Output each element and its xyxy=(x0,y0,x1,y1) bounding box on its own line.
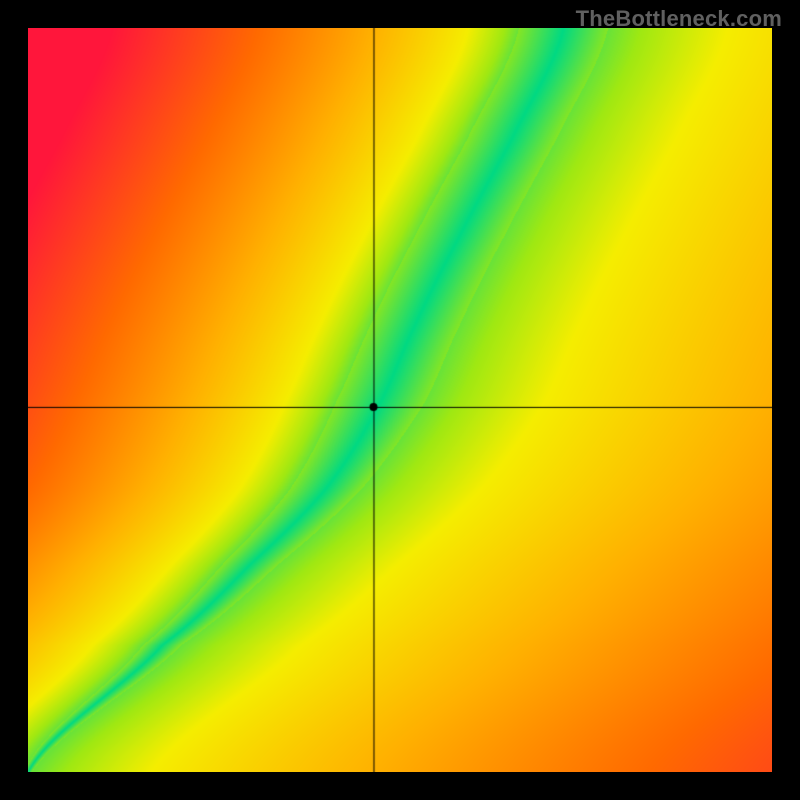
heatmap-canvas xyxy=(28,28,772,772)
watermark-text: TheBottleneck.com xyxy=(576,6,782,32)
chart-container: TheBottleneck.com xyxy=(0,0,800,800)
heatmap-plot xyxy=(28,28,772,772)
